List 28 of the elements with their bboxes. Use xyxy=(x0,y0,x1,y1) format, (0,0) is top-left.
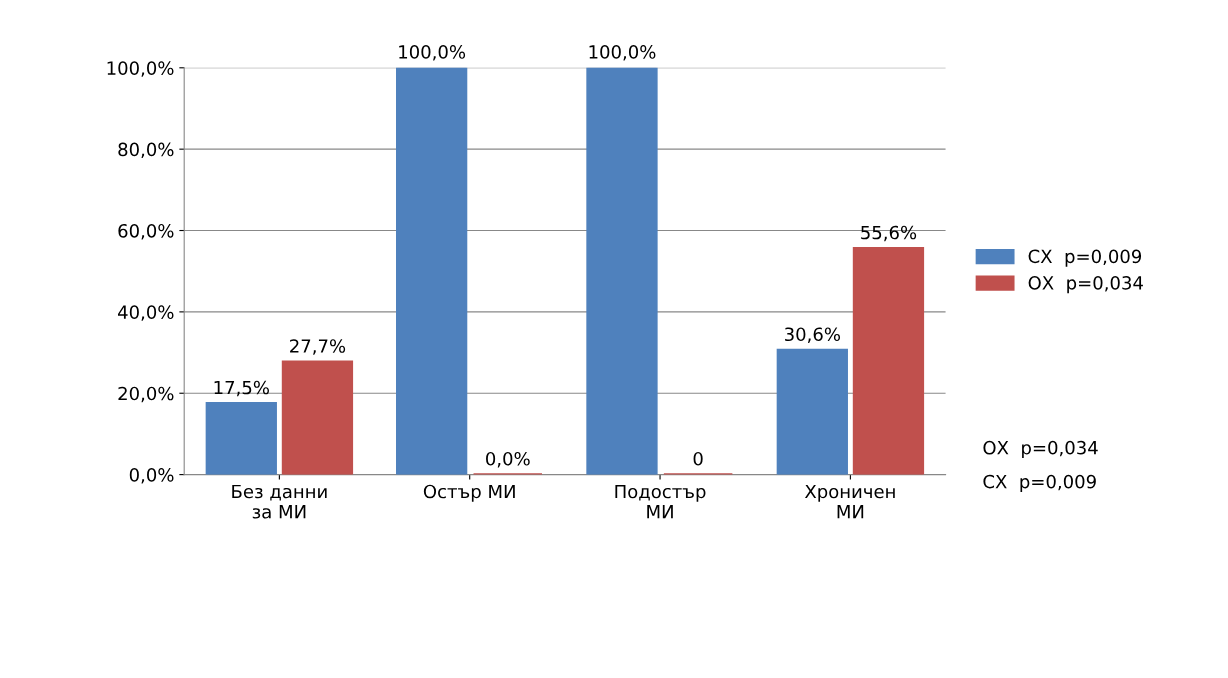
x-tick-label: Без данни за МИ xyxy=(232,484,327,519)
y-tick-label: 0,0% xyxy=(129,468,174,484)
data-label: 100,0% xyxy=(399,45,466,61)
legend-label: СХ p=0,009 xyxy=(1028,249,1142,267)
bar xyxy=(852,247,925,475)
y-tick-label: 20,0% xyxy=(118,386,174,403)
data-label: 17,5% xyxy=(214,380,269,397)
y-tick-label: 60,0% xyxy=(118,223,174,240)
data-label: 0 xyxy=(693,451,703,466)
data-label: 27,7% xyxy=(290,339,346,355)
y-tick-label: 80,0% xyxy=(118,142,174,159)
text: СХ p=0,009 xyxy=(983,474,1096,492)
x-tick-label: Хроничен МИ xyxy=(804,484,895,519)
bar xyxy=(586,67,658,475)
bar xyxy=(205,402,277,475)
text: ОХ p=0,034 xyxy=(983,440,1098,459)
x-tick-label: Остър МИ xyxy=(423,484,515,502)
data-label: 30,6% xyxy=(785,327,840,343)
x-tick-label: Подостър МИ xyxy=(615,484,706,519)
y-tick-label: 40,0% xyxy=(118,305,174,321)
y-tick-label: 100,0% xyxy=(107,61,174,77)
data-label: 55,6% xyxy=(861,225,917,242)
bar xyxy=(395,67,468,475)
data-label: 0,0% xyxy=(486,451,530,468)
data-label: 100,0% xyxy=(589,45,656,61)
legend-label: ОХ p=0,034 xyxy=(1028,276,1143,294)
bar xyxy=(281,360,354,475)
bar xyxy=(776,348,848,475)
